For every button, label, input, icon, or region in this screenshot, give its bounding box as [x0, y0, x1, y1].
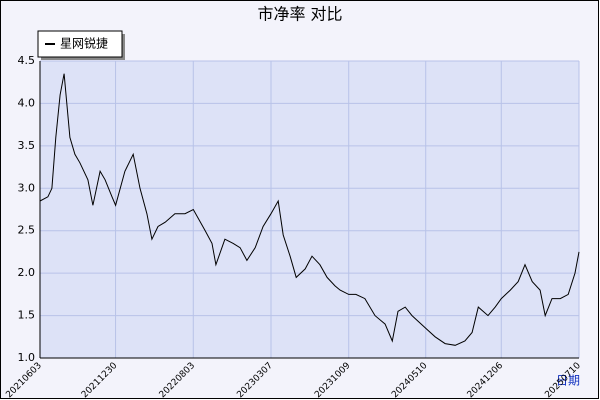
y-tick-label: 2.5 — [18, 224, 36, 237]
y-tick-label: 4.5 — [18, 54, 36, 67]
x-axis-label: 日期 — [556, 374, 580, 388]
y-tick-label: 4.0 — [18, 96, 36, 109]
legend-label: 星网锐捷 — [60, 37, 108, 51]
line-series — [39, 73, 580, 346]
y-tick-label: 3.0 — [18, 181, 36, 194]
plot-area — [40, 61, 579, 358]
y-tick-label: 3.5 — [18, 139, 36, 152]
chart-title: 市净率 对比 — [257, 5, 342, 24]
y-tick-label: 1.5 — [18, 309, 36, 322]
y-tick-label: 2.0 — [18, 266, 36, 279]
y-tick-label: 1.0 — [18, 351, 36, 364]
